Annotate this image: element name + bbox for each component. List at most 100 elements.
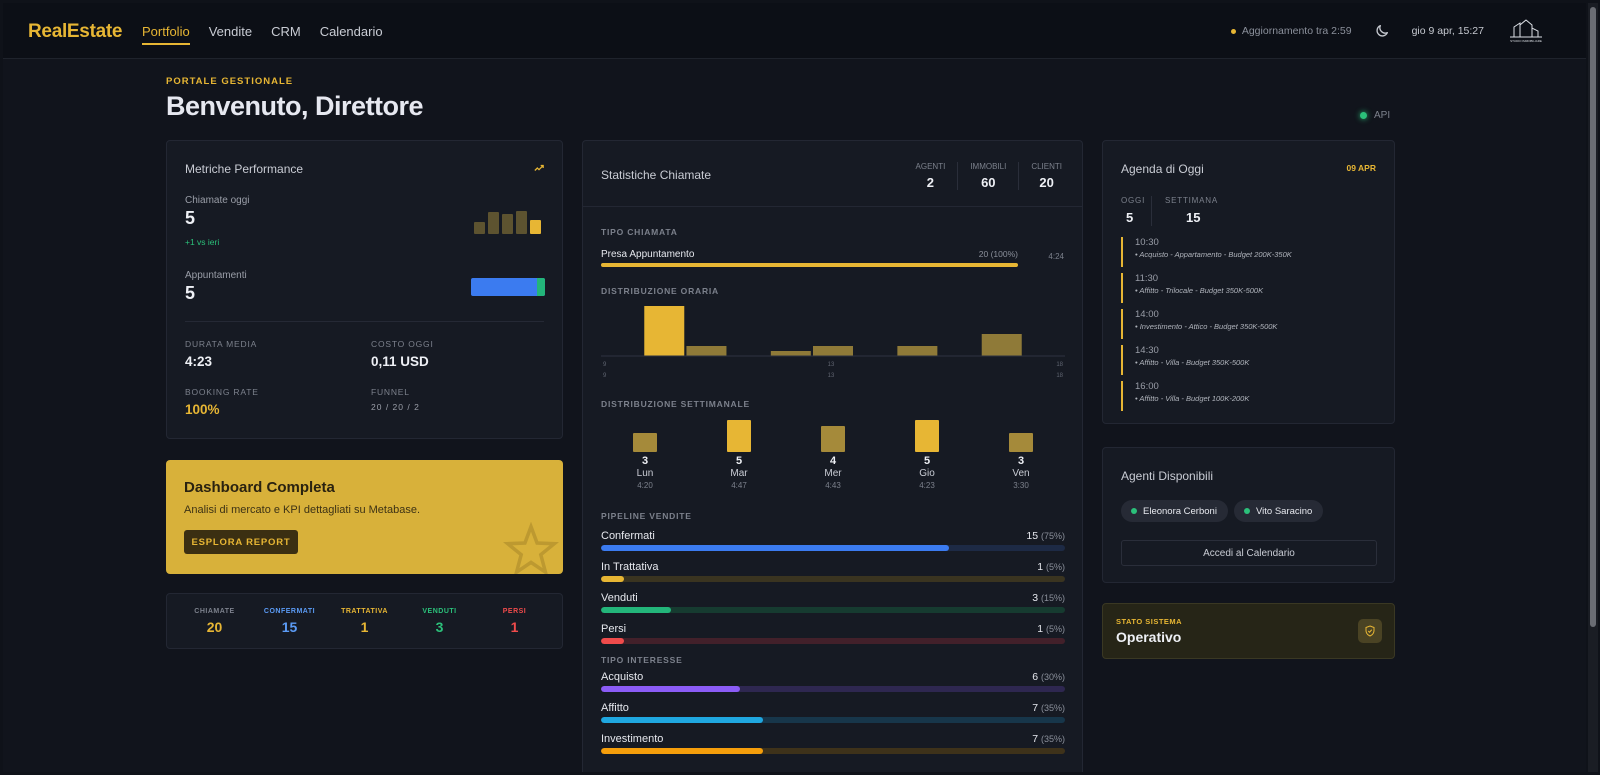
summary-label: CONFERMATI [263,607,316,615]
agenda-item-description: • Investimento - Attico - Budget 350K-50… [1135,322,1278,331]
call-stats-kpis: AGENTI 2 IMMOBILI 60 CLIENTI 20 [904,162,1074,190]
interest-fill [601,748,764,754]
open-calendar-button[interactable]: Accedi al Calendario [1121,540,1377,566]
star-decoration-icon [503,522,559,574]
calls-today-label: Chiamate oggi [185,195,250,206]
page-scrollbar[interactable] [1588,3,1598,772]
call-type-name: Presa Appuntamento [601,249,695,260]
pipeline-track [601,638,1065,644]
weekly-distribution-label: DISTRIBUZIONE SETTIMANALE [601,399,750,409]
agenda-card: Agenda di Oggi 09 APR OGGI 5 SETTIMANA 1… [1102,140,1395,424]
calls-mini-bar [474,222,485,234]
call-type-bar [601,263,1018,267]
agenda-item[interactable]: 14:30 • Affitto - Villa - Budget 350K-500… [1121,345,1371,375]
funnel-label: FUNNEL [371,387,410,397]
appointments-bar [471,278,545,296]
pipeline-name: Confermati [601,530,655,542]
call-stats-title: Statistiche Chiamate [601,168,712,182]
agenda-stat-divider [1151,196,1152,226]
pipeline-name: Venduti [601,592,638,604]
summary-item: CONFERMATI 15 [255,608,325,635]
interest-type-label: TIPO INTERESSE [601,655,683,665]
hourly-tick-label: 9 [603,362,607,368]
nav-crm[interactable]: CRM [271,24,301,39]
summary-label: CHIAMATE [194,607,235,615]
interest-row: Affitto 7 (35%) [601,702,1065,728]
pipeline-name: In Trattativa [601,561,659,573]
agenda-item[interactable]: 10:30 • Acquisto - Appartamento - Budget … [1121,237,1371,267]
brand-logo-icon[interactable]: STUDIO IMMOBILIARE [1506,17,1546,45]
interest-percent: (35%) [1040,734,1065,744]
call-type-label: TIPO CHIAMATA [601,227,678,237]
agents-card: Agenti Disponibili Eleonora Cerboni Vito… [1102,447,1395,583]
explore-report-button[interactable]: ESPLORA REPORT [184,530,298,554]
pipeline-fill [601,576,625,582]
hourly-tick-label: 13 [828,373,835,379]
metrics-title: Metriche Performance [185,162,304,176]
page-subtitle: PORTALE GESTIONALE [166,76,294,87]
hourly-distribution-label: DISTRIBUZIONE ORARIA [601,286,719,296]
nav-portfolio[interactable]: Portfolio [142,24,190,45]
agenda-item[interactable]: 11:30 • Affitto - Trilocale - Budget 350K… [1121,273,1371,303]
agenda-item-description: • Affitto - Villa - Budget 100K-200K [1135,394,1250,403]
interest-track [601,717,1065,723]
pipeline-count: 3 [1032,592,1039,604]
agenda-week-value: 15 [1186,210,1201,225]
avg-duration-label: DURATA MEDIA [185,339,258,349]
summary-value: 1 [510,618,519,635]
hourly-tick-label: 13 [828,362,835,368]
pipeline-count: 1 [1037,561,1044,573]
booking-rate-value: 100% [185,402,220,417]
shield-icon[interactable] [1358,619,1382,643]
hourly-bar [981,334,1022,356]
scrollbar-thumb[interactable] [1590,7,1596,627]
cost-today-value: 0,11 USD [371,354,429,369]
agent-online-dot-icon [1131,508,1137,514]
interest-row: Acquisto 6 (30%) [601,671,1065,697]
weekday-bar [727,420,751,452]
kpi-label: AGENTI [915,162,946,171]
calls-mini-bar [488,212,499,234]
weekday-column: 3 Lun 4:20 [615,433,675,490]
weekday-count: 3 [641,455,649,467]
api-label: API [1374,110,1391,121]
summary-item: TRATTATIVA 1 [330,608,400,635]
agenda-item[interactable]: 14:00 • Investimento - Attico - Budget 35… [1121,309,1371,339]
dashboard-promo-card: Dashboard Completa Analisi di mercato e … [166,460,563,574]
summary-value: 1 [360,618,369,635]
pipeline-percent: (5%) [1045,624,1065,634]
agenda-item[interactable]: 16:00 • Affitto - Villa - Budget 100K-200… [1121,381,1371,411]
interest-name: Affitto [601,702,629,714]
pipeline-count: 15 [1026,530,1039,542]
summary-label: PERSI [502,607,527,615]
weekday-count: 5 [923,455,931,467]
system-status-card: STATO SISTEMA Operativo [1102,603,1395,659]
nav-calendario[interactable]: Calendario [319,24,383,39]
nav-vendite[interactable]: Vendite [208,24,253,39]
agent-chip[interactable]: Vito Saracino [1234,500,1324,522]
hourly-tick-label: 18 [1056,373,1063,379]
weekday-bar [633,433,657,452]
moon-icon[interactable] [1374,23,1390,39]
pipeline-stat: 15 (75%) [1026,530,1065,542]
app-window: RealEstate Portfolio Vendite CRM Calenda… [3,3,1586,772]
interest-stat: 7 (35%) [1032,733,1065,745]
agenda-today-value: 5 [1126,210,1134,225]
kpi-value: 60 [981,175,996,190]
agenda-today-label: OGGI [1121,196,1146,205]
pipeline-track [601,545,1065,551]
kpi-value: 20 [1039,175,1054,190]
weekday-avg-time: 3:30 [1013,481,1029,490]
summary-item: PERSI 1 [480,608,550,635]
agent-name: Eleonora Cerboni [1143,505,1217,517]
interest-percent: (35%) [1040,703,1065,713]
calls-mini-chart [474,208,544,234]
summary-counts: CHIAMATE 20 CONFERMATI 15 TRATTATIVA 1 VENDUTI… [166,593,563,649]
app-logo[interactable]: RealEstate [28,21,123,42]
agenda-item-time: 10:30 [1135,237,1159,248]
summary-item: VENDUTI 3 [405,608,475,635]
agent-chip[interactable]: Eleonora Cerboni [1121,500,1228,522]
pipeline-row: In Trattativa 1 (5%) [601,561,1065,587]
summary-item: CHIAMATE 20 [180,608,250,635]
interest-track [601,748,1065,754]
